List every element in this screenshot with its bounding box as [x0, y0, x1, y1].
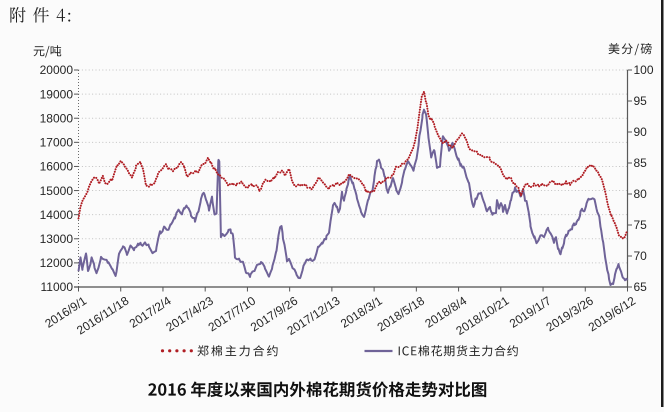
svg-text:100: 100 — [634, 63, 654, 77]
svg-text:20000: 20000 — [40, 63, 74, 77]
svg-text:14000: 14000 — [40, 208, 74, 222]
svg-text:75: 75 — [634, 218, 648, 232]
svg-text:12000: 12000 — [40, 256, 74, 270]
svg-text:85: 85 — [634, 156, 648, 170]
svg-text:19000: 19000 — [40, 87, 74, 101]
svg-text:16000: 16000 — [40, 160, 74, 174]
svg-text:11000: 11000 — [41, 280, 74, 294]
svg-text:18000: 18000 — [40, 111, 74, 125]
svg-text:95: 95 — [634, 94, 648, 108]
svg-text:70: 70 — [634, 249, 648, 263]
svg-text:65: 65 — [634, 280, 648, 294]
svg-text:13000: 13000 — [40, 232, 74, 246]
svg-text:80: 80 — [634, 187, 648, 201]
svg-text:17000: 17000 — [40, 136, 74, 150]
svg-text:90: 90 — [634, 125, 648, 139]
svg-text:15000: 15000 — [40, 184, 74, 198]
